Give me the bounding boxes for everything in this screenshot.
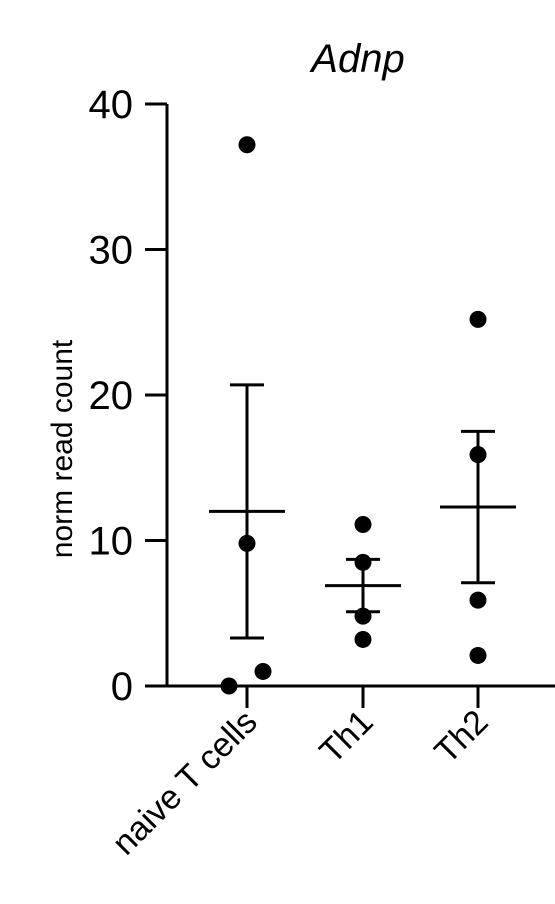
y-tick-label: 30 [89,229,134,273]
y-tick-label: 20 [89,374,134,418]
data-point [254,662,272,680]
y-axis-title: norm read count [46,339,79,558]
y-tick-label: 40 [89,83,134,127]
data-point [354,607,372,625]
y-tick-label: 10 [89,520,134,564]
x-ticks: naive T cells Th1 Th2 [105,686,496,862]
data-point [469,310,487,328]
data-point [354,553,372,571]
data-point [354,515,372,533]
data-point [238,136,256,154]
data-point [238,534,256,552]
y-ticks: 0 10 20 30 40 [89,83,167,709]
x-tick-label: Th2 [427,703,495,771]
x-tick-label: naive T cells [105,703,265,863]
data-point [469,446,487,464]
data-point [354,630,372,648]
data-point [469,646,487,664]
data-point [469,591,487,609]
x-tick-label: Th1 [312,703,380,771]
chart-title: Adnp [309,37,404,81]
data-point [220,677,238,695]
data-points [220,136,487,695]
y-tick-label: 0 [111,665,133,709]
